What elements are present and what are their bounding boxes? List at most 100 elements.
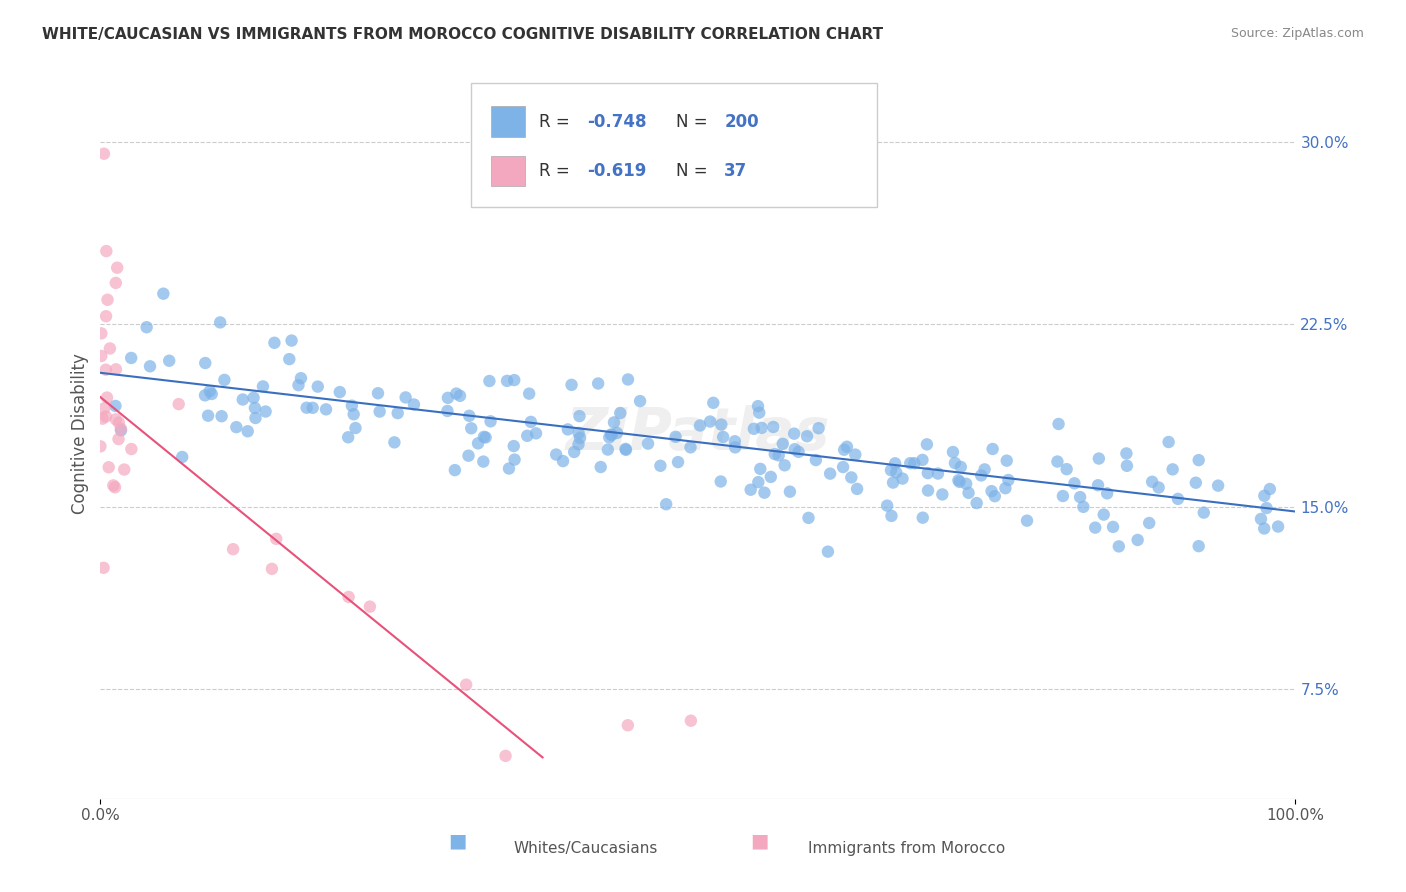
Y-axis label: Cognitive Disability: Cognitive Disability <box>72 353 89 514</box>
Text: ZIPatlas: ZIPatlas <box>565 405 830 462</box>
Point <box>201 387 224 401</box>
Point <box>1258 482 1281 496</box>
Point <box>1140 475 1163 489</box>
Point <box>949 459 972 474</box>
Point <box>1087 478 1109 492</box>
Point <box>94 409 117 424</box>
Point <box>614 442 637 456</box>
Point <box>1126 533 1149 547</box>
Point <box>832 460 855 475</box>
Point <box>614 442 637 457</box>
Point <box>797 511 820 525</box>
Point <box>943 456 966 470</box>
Point <box>110 423 132 437</box>
Point <box>263 335 285 350</box>
Point <box>472 430 495 444</box>
Point <box>984 489 1007 503</box>
Point <box>93 401 115 416</box>
Point <box>787 445 810 459</box>
Point <box>846 482 869 496</box>
Point <box>675 820 697 834</box>
Point <box>264 532 287 546</box>
Point <box>340 399 363 413</box>
Point <box>807 421 830 435</box>
Point <box>747 399 769 413</box>
Point <box>211 409 233 424</box>
Point <box>603 416 626 430</box>
Point <box>460 421 482 435</box>
Point <box>337 430 360 444</box>
Point <box>844 448 866 462</box>
Point <box>931 487 953 501</box>
Point <box>1188 453 1211 467</box>
Point <box>104 480 127 494</box>
Point <box>194 356 217 370</box>
Point <box>93 561 115 575</box>
Point <box>1161 462 1184 476</box>
Point <box>783 426 806 441</box>
Point <box>606 425 628 440</box>
Point <box>527 806 550 821</box>
Point <box>882 475 904 490</box>
Point <box>91 411 114 425</box>
Point <box>884 456 907 470</box>
Point <box>835 440 858 454</box>
Point <box>245 411 267 425</box>
Point <box>568 425 591 440</box>
Point <box>498 461 520 475</box>
Point <box>232 392 254 407</box>
Point <box>290 371 312 385</box>
Point <box>295 401 318 415</box>
Point <box>637 436 659 450</box>
Point <box>561 377 583 392</box>
Point <box>995 453 1018 467</box>
Text: Whites/Caucasians: Whites/Caucasians <box>513 841 658 856</box>
Point <box>110 422 132 436</box>
Point <box>1188 539 1211 553</box>
Point <box>955 476 977 491</box>
Point <box>1046 454 1069 468</box>
Point <box>197 409 219 423</box>
Point <box>942 445 965 459</box>
Point <box>474 430 496 444</box>
Point <box>1147 481 1170 495</box>
Point <box>586 376 609 391</box>
Point <box>1253 521 1275 535</box>
Point <box>135 320 157 334</box>
Point <box>927 467 949 481</box>
Point <box>222 542 245 557</box>
Point <box>1115 446 1137 460</box>
Point <box>139 359 162 374</box>
Point <box>880 508 903 523</box>
Point <box>817 544 839 558</box>
Point <box>1092 508 1115 522</box>
Point <box>948 475 970 489</box>
Point <box>679 714 702 728</box>
Point <box>600 427 623 442</box>
Point <box>1052 489 1074 503</box>
Point <box>948 473 970 487</box>
Point <box>520 415 543 429</box>
Point <box>915 437 938 451</box>
Point <box>343 407 366 421</box>
Point <box>650 458 672 473</box>
Point <box>818 467 841 481</box>
Point <box>1185 475 1208 490</box>
Point <box>478 374 501 388</box>
Text: N =: N = <box>676 112 713 131</box>
Point <box>898 456 921 470</box>
Point <box>93 146 115 161</box>
Bar <box>491 106 524 137</box>
Point <box>628 801 651 815</box>
Point <box>104 399 127 413</box>
Point <box>779 484 801 499</box>
Point <box>105 260 128 275</box>
Point <box>966 496 988 510</box>
Point <box>1088 451 1111 466</box>
Point <box>1084 520 1107 534</box>
Point <box>524 426 547 441</box>
Text: -0.619: -0.619 <box>586 162 647 180</box>
Point <box>1267 519 1289 533</box>
Point <box>664 430 686 444</box>
Point <box>517 386 540 401</box>
